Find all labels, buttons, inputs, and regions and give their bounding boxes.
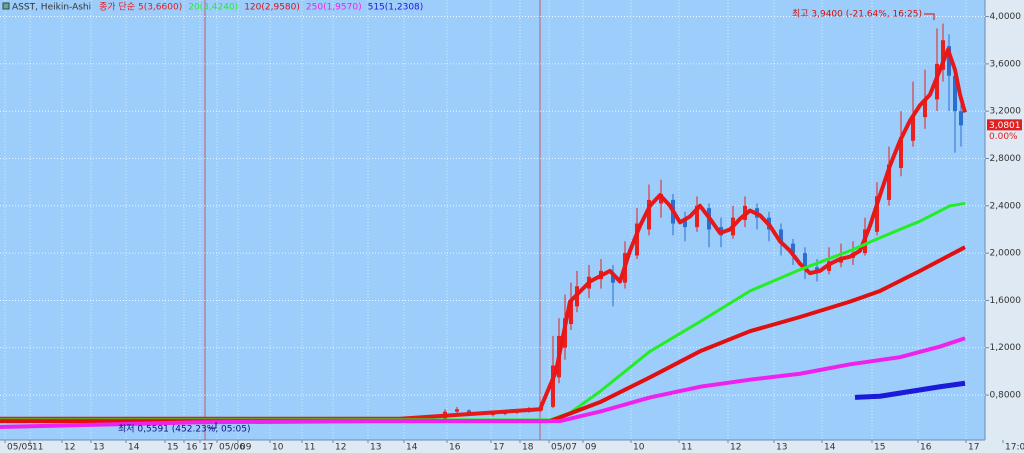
legend-entry: 250(1,9570) — [306, 3, 362, 13]
candle-body — [569, 300, 573, 325]
x-tick-label: 05/07 — [551, 443, 577, 453]
x-tick-label: 16 — [920, 443, 932, 453]
x-tick-label: 15 — [167, 443, 178, 453]
candle-body — [887, 164, 891, 200]
x-tick-label: 10 — [633, 443, 645, 453]
x-tick-label: 13 — [370, 443, 381, 453]
x-tick-label: 17 — [202, 443, 213, 453]
candle-body — [791, 243, 795, 254]
x-axis-area — [0, 440, 985, 453]
x-tick-label: 09 — [240, 443, 252, 453]
ma-line — [0, 47, 967, 421]
y-tick-label: 2,0000 — [990, 249, 1022, 259]
candle-body — [815, 267, 819, 271]
candle-body — [647, 199, 651, 230]
y-tick-label: 0,8000 — [990, 391, 1022, 401]
x-tick-label: 16 — [449, 443, 461, 453]
ma-line — [0, 336, 966, 429]
price-change: 0.00% — [989, 132, 1018, 142]
x-tick-label: 11 — [32, 443, 43, 453]
x-tick-label: 12 — [730, 443, 741, 453]
candle-body — [947, 46, 951, 76]
candle-body — [875, 196, 879, 232]
candle-body — [635, 223, 639, 256]
x-tick-label: 05/06 — [219, 443, 245, 453]
x-tick-label: 13 — [776, 443, 787, 453]
x-tick-label: 17 — [493, 443, 504, 453]
x-tick-label: 11 — [681, 443, 692, 453]
legend-entry: 종가 단순 5(3,6600) — [99, 2, 182, 13]
x-tick-label: 05/05 — [7, 443, 33, 453]
candle-body — [779, 229, 783, 244]
y-tick-label: 1,6000 — [990, 296, 1022, 306]
x-tick-label: 11 — [304, 443, 315, 453]
x-tick-label: 17 — [968, 443, 979, 453]
price-tag-box — [987, 119, 1022, 131]
candle-body — [923, 99, 927, 118]
x-tick-label: 10 — [272, 443, 284, 453]
y-tick-label: 4,0000 — [990, 12, 1022, 22]
candle-body — [695, 205, 699, 228]
high-annotation: 최고 3,9400 (-21.64%, 16:25) — [792, 9, 922, 20]
candle-body — [941, 40, 945, 70]
legend-entry: 20(3,4240) — [188, 3, 238, 13]
x-tick-label: 17:00:00 — [1005, 443, 1024, 453]
candle-body — [611, 274, 615, 283]
x-tick-label: 12 — [335, 443, 346, 453]
plot-area — [0, 0, 985, 440]
x-tick-label: 15 — [874, 443, 885, 453]
x-tick-label: 09 — [585, 443, 597, 453]
x-tick-label: 16 — [186, 443, 198, 453]
y-tick-label: 2,8000 — [990, 154, 1022, 164]
x-tick-label: 14 — [406, 443, 418, 453]
candle-body — [899, 137, 903, 168]
y-tick-label: 2,4000 — [990, 201, 1022, 211]
candle-body — [803, 253, 807, 268]
x-tick-label: 13 — [93, 443, 104, 453]
annotation-arrow — [208, 422, 217, 429]
candle-body — [959, 111, 963, 126]
legend-entry: 120(2,9580) — [244, 3, 300, 13]
legend-title: ASST, Heikin-Ashi — [12, 3, 91, 13]
legend-icon — [2, 2, 10, 10]
y-tick-label: 1,2000 — [990, 343, 1022, 353]
candle-body — [911, 117, 915, 141]
x-tick-label: 18 — [522, 443, 534, 453]
candle-body — [455, 409, 459, 412]
candle-body — [683, 220, 687, 228]
legend-entry: 515(1,2308) — [368, 3, 424, 13]
low-annotation: 최저 0,5591 (452.23%, 05:05) — [118, 424, 251, 435]
y-tick-label: 3,6000 — [990, 59, 1022, 69]
y-axis-area — [985, 0, 1024, 453]
candle-body — [467, 410, 471, 413]
x-tick-label: 14 — [824, 443, 836, 453]
candle-body — [551, 365, 555, 407]
y-tick-label: 3,2000 — [990, 107, 1022, 117]
x-tick-label: 14 — [128, 443, 140, 453]
candle-body — [953, 75, 957, 112]
candle-body — [491, 413, 495, 415]
annotation-arrow — [924, 13, 935, 20]
price-tag-label: 3,0801 — [989, 121, 1021, 131]
ma-line — [854, 380, 966, 400]
x-tick-label: 12 — [64, 443, 75, 453]
